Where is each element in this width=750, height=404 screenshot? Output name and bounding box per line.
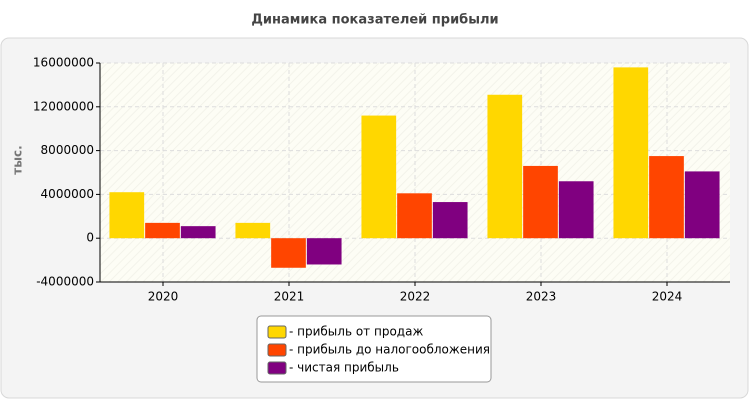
- y-tick-label: 8000000: [41, 143, 94, 157]
- x-tick-label: 2022: [400, 290, 431, 304]
- y-tick-label: 4000000: [41, 187, 94, 201]
- y-tick-label: 0: [86, 231, 94, 245]
- chart-title: Динамика показателей прибыли: [251, 13, 498, 28]
- bar: [361, 115, 397, 239]
- bar: [145, 222, 180, 239]
- x-tick-label: 2023: [526, 290, 557, 304]
- legend-swatch: [267, 343, 287, 357]
- y-axis-label: тыс.: [11, 145, 25, 174]
- bar: [684, 171, 720, 239]
- legend-swatch: [267, 325, 287, 339]
- legend-label: - прибыль до налогообложения: [289, 343, 490, 357]
- bar: [558, 181, 594, 239]
- bar: [432, 202, 468, 239]
- x-tick-label: 2021: [274, 290, 305, 304]
- y-tick-label: 12000000: [33, 99, 94, 113]
- y-tick-label: -4000000: [36, 275, 94, 289]
- legend-label: - прибыль от продаж: [289, 325, 423, 339]
- bar: [397, 193, 432, 239]
- bar: [649, 156, 684, 239]
- legend-label: - чистая прибыль: [289, 361, 399, 375]
- x-tick-label: 2020: [148, 290, 179, 304]
- bar: [487, 94, 523, 239]
- bar: [306, 238, 342, 265]
- y-tick-label: 16000000: [33, 56, 94, 70]
- x-tick-label: 2024: [652, 290, 683, 304]
- bar: [235, 222, 271, 239]
- bar: [523, 165, 558, 239]
- bar: [271, 238, 306, 268]
- bar: [613, 67, 649, 239]
- bar: [109, 192, 145, 239]
- legend-swatch: [267, 361, 287, 375]
- bar: [180, 226, 216, 239]
- legend: [256, 315, 492, 383]
